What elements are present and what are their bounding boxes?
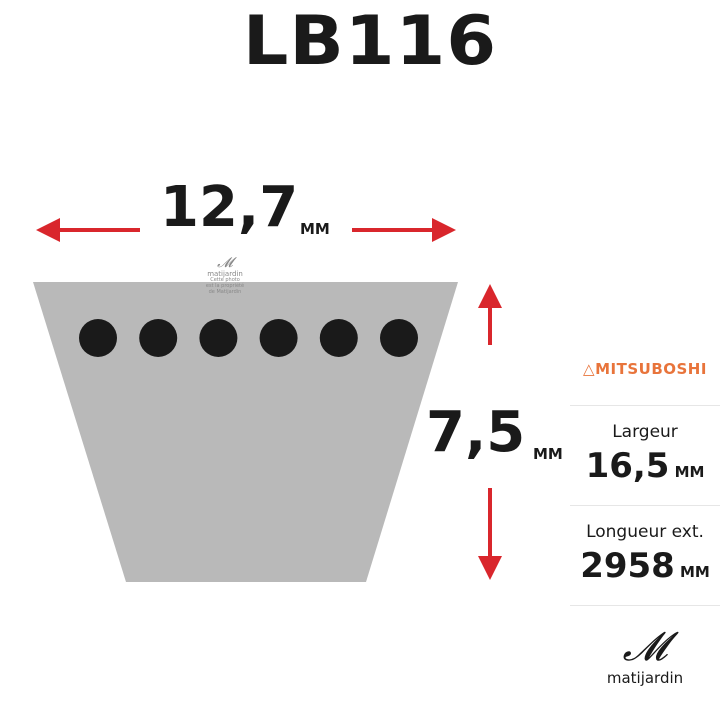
matijardin-logo: 𝓜 matijardin bbox=[570, 625, 720, 687]
spec-unit: MM bbox=[674, 463, 705, 481]
watermark-logo-icon: 𝓜 bbox=[217, 255, 233, 271]
cord-dot bbox=[139, 319, 178, 357]
brand-triangle-icon: △ bbox=[583, 360, 596, 378]
product-title: LB116 bbox=[242, 2, 498, 81]
height-value: 7,5 bbox=[426, 400, 526, 465]
belt-cross-section bbox=[33, 282, 458, 582]
width-value: 12,7 bbox=[160, 175, 299, 240]
spec-value: 2958 bbox=[580, 546, 675, 586]
cord-dot bbox=[259, 319, 298, 357]
height-unit: MM bbox=[533, 445, 563, 463]
brand-logo: △MITSUBOSHI bbox=[583, 360, 707, 378]
spec-value: 16,5 bbox=[585, 446, 670, 486]
cord-dot bbox=[319, 319, 358, 357]
cord-dot bbox=[79, 319, 117, 357]
cord-dot bbox=[199, 319, 238, 357]
spec-unit: MM bbox=[679, 563, 710, 581]
watermark: 𝓜 matijardin Cette photo est la propriété… bbox=[195, 255, 255, 295]
spec-label: Longueur ext. bbox=[586, 522, 704, 542]
cord-dot bbox=[380, 319, 418, 357]
width-unit: MM bbox=[300, 220, 330, 238]
spec-label: Largeur bbox=[612, 422, 678, 442]
logo-mark-icon: 𝓜 bbox=[622, 624, 668, 670]
